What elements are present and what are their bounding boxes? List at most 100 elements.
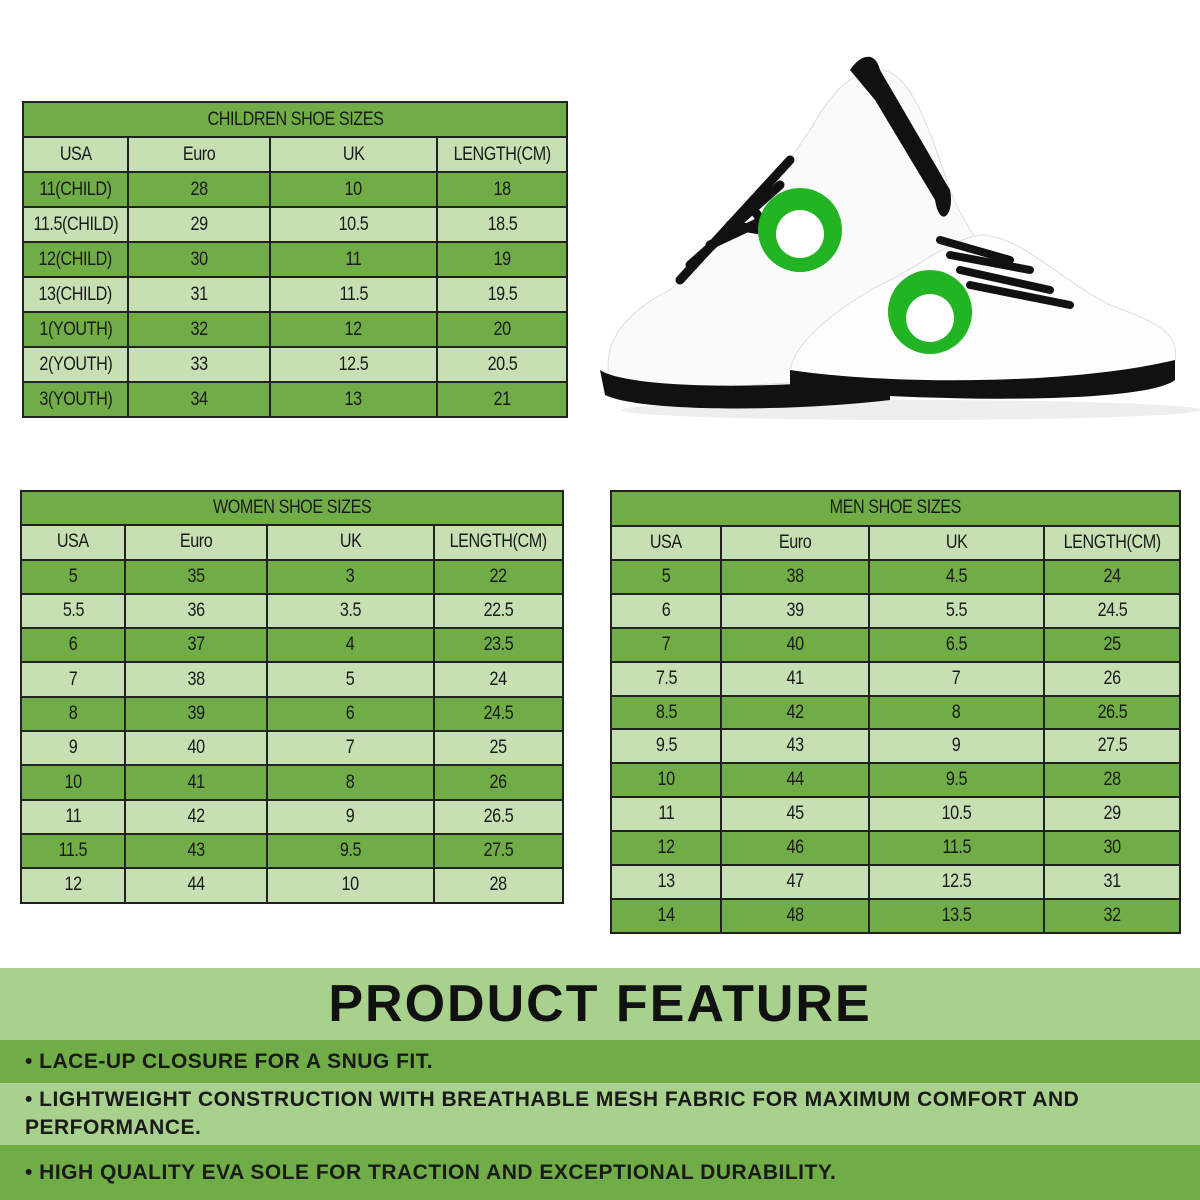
table-cell: 40	[720, 626, 870, 663]
table-cell-text: 43	[786, 735, 804, 757]
table-cell-text: 24	[489, 668, 508, 690]
column-header-text: UK	[945, 531, 968, 553]
table-cell: 11.5	[868, 830, 1045, 867]
table-cell: 20	[436, 311, 568, 348]
column-header-text: Euro	[778, 531, 812, 553]
product-image-sneakers	[590, 40, 1200, 430]
table-row: 7 38 5 24	[20, 661, 564, 698]
table-cell-text: 11.5	[58, 840, 88, 862]
table-cell: 3(YOUTH)	[22, 381, 129, 418]
table-cell-text: 11.5(CHILD)	[33, 213, 118, 235]
table-cell-text: 36	[187, 600, 205, 622]
table-cell: 9.5	[610, 728, 722, 765]
table-cell-text: 10	[341, 874, 360, 896]
table-cell: 31	[1042, 864, 1182, 900]
table-cell: 43	[720, 728, 870, 765]
table-cell: 30	[1042, 830, 1182, 867]
table-cell: 11.5	[20, 832, 126, 870]
table-row: 12 46 11.5 30	[610, 830, 1182, 867]
column-header: USA	[20, 524, 126, 561]
table-row: 11 42 9 26.5	[20, 798, 564, 835]
table-cell: 28	[433, 867, 564, 904]
table-cell: 24.5	[1042, 592, 1182, 629]
table-cell: 26	[1042, 660, 1182, 697]
table-cell-text: 7.5	[655, 667, 677, 689]
table-cell-text: 7	[952, 667, 961, 689]
column-header: LENGTH(CM)	[1042, 524, 1182, 561]
column-header-text: UK	[342, 143, 365, 165]
table-cell: 37	[124, 627, 268, 664]
table-cell: 12	[269, 311, 438, 348]
table-cell: 28	[1042, 762, 1182, 799]
table-row: 1(YOUTH) 32 12 20	[22, 311, 568, 348]
table-cell: 30	[127, 241, 271, 278]
table-cell: 27.5	[1042, 728, 1182, 765]
table-cell: 47	[720, 864, 870, 900]
table-cell-text: 6.5	[945, 633, 968, 655]
table-cell-text: 40	[187, 737, 205, 759]
table-cell: 4	[266, 627, 435, 664]
table-row: 6 37 4 23.5	[20, 627, 564, 664]
table-cell-text: 9	[346, 805, 355, 827]
product-feature-title: PRODUCT FEATURE	[0, 968, 1200, 1040]
table-cell: 26	[433, 764, 564, 801]
table-cell-text: 8	[68, 702, 78, 724]
table-cell-text: 39	[786, 599, 804, 621]
table-cell-text: 9.5	[339, 840, 362, 862]
table-cell-text: 10	[64, 771, 82, 793]
table-cell: 9	[868, 728, 1045, 765]
table-cell-text: 19.5	[487, 283, 517, 305]
table-cell: 10.5	[269, 206, 438, 243]
table-cell: 9	[20, 730, 126, 767]
table-cell: 29	[127, 206, 271, 243]
table-cell: 4.5	[868, 559, 1045, 595]
table-cell-text: 13(CHILD)	[38, 283, 113, 305]
table-cell-text: 21	[493, 388, 511, 410]
table-cell: 11(CHILD)	[22, 171, 129, 208]
table-cell-text: 32	[1103, 904, 1121, 926]
table-cell-text: 10.5	[338, 213, 369, 235]
table-cell: 24	[433, 661, 564, 698]
table-cell-text: 8	[346, 771, 355, 793]
table-cell-text: 12	[344, 318, 363, 340]
table-cell: 38	[720, 559, 870, 595]
table-cell: 44	[720, 762, 870, 799]
table-cell: 41	[124, 764, 268, 801]
table-row: 5 35 3 22	[20, 558, 564, 595]
table-cell: 25	[433, 730, 564, 767]
table-cell-text: 11	[345, 248, 362, 270]
table-cell: 6	[266, 695, 435, 733]
table-cell: 1(YOUTH)	[22, 311, 129, 348]
table-cell-text: 11.5	[339, 283, 368, 305]
table-cell-text: 46	[786, 837, 804, 859]
table-cell-text: 5.5	[62, 600, 84, 622]
table-cell-text: 3(YOUTH)	[39, 388, 112, 410]
table-cell-text: 7	[346, 737, 355, 759]
table-title: CHILDREN SHOE SIZES	[22, 101, 568, 138]
table-title-row: WOMEN SHOE SIZES	[20, 489, 564, 527]
table-cell: 19.5	[436, 276, 568, 313]
table-cell-text: 35	[187, 565, 205, 587]
table-cell-text: 7	[68, 668, 78, 690]
table-title-text: CHILDREN SHOE SIZES	[207, 108, 383, 130]
table-cell: 41	[720, 660, 870, 697]
table-row: 10 44 9.5 28	[610, 762, 1182, 799]
table-cell: 44	[124, 867, 268, 904]
column-header: Euro	[720, 524, 870, 561]
column-header-text: Euro	[179, 531, 213, 553]
table-cell: 11	[610, 796, 722, 833]
table-cell-text: 29	[1103, 803, 1121, 825]
table-cell-text: 22.5	[483, 600, 514, 622]
table-row: 5 38 4.5 24	[610, 559, 1182, 595]
table-cell: 11	[20, 798, 126, 835]
table-row: 13 47 12.5 31	[610, 864, 1182, 900]
table-row: 3(YOUTH) 34 13 21	[22, 381, 568, 418]
table-cell: 32	[1042, 897, 1182, 934]
table-cell-text: 13	[657, 870, 675, 892]
table-cell: 43	[124, 832, 268, 870]
table-title-text: WOMEN SHOE SIZES	[212, 497, 372, 519]
table-cell-text: 8	[952, 701, 961, 723]
table-cell: 3	[266, 558, 435, 595]
table-cell-text: 19	[493, 248, 511, 270]
table-cell: 8	[266, 764, 435, 801]
